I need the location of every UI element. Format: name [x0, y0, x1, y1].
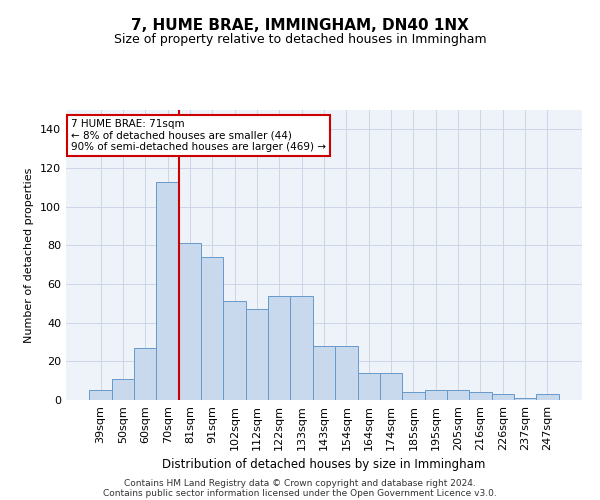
Bar: [469, 392, 491, 400]
Bar: [112, 378, 134, 400]
Bar: [402, 392, 425, 400]
Text: Contains public sector information licensed under the Open Government Licence v3: Contains public sector information licen…: [103, 488, 497, 498]
Bar: [514, 398, 536, 400]
Bar: [335, 346, 358, 400]
Bar: [179, 244, 201, 400]
Text: Size of property relative to detached houses in Immingham: Size of property relative to detached ho…: [113, 32, 487, 46]
Bar: [223, 302, 246, 400]
Bar: [89, 390, 112, 400]
Bar: [380, 373, 402, 400]
Bar: [201, 257, 223, 400]
Bar: [290, 296, 313, 400]
Bar: [157, 182, 179, 400]
Bar: [536, 394, 559, 400]
Bar: [313, 346, 335, 400]
Y-axis label: Number of detached properties: Number of detached properties: [25, 168, 34, 342]
Bar: [246, 309, 268, 400]
Bar: [425, 390, 447, 400]
Bar: [491, 394, 514, 400]
Bar: [134, 348, 157, 400]
Bar: [447, 390, 469, 400]
X-axis label: Distribution of detached houses by size in Immingham: Distribution of detached houses by size …: [163, 458, 485, 471]
Bar: [358, 373, 380, 400]
Text: Contains HM Land Registry data © Crown copyright and database right 2024.: Contains HM Land Registry data © Crown c…: [124, 478, 476, 488]
Bar: [268, 296, 290, 400]
Text: 7, HUME BRAE, IMMINGHAM, DN40 1NX: 7, HUME BRAE, IMMINGHAM, DN40 1NX: [131, 18, 469, 32]
Text: 7 HUME BRAE: 71sqm
← 8% of detached houses are smaller (44)
90% of semi-detached: 7 HUME BRAE: 71sqm ← 8% of detached hous…: [71, 118, 326, 152]
